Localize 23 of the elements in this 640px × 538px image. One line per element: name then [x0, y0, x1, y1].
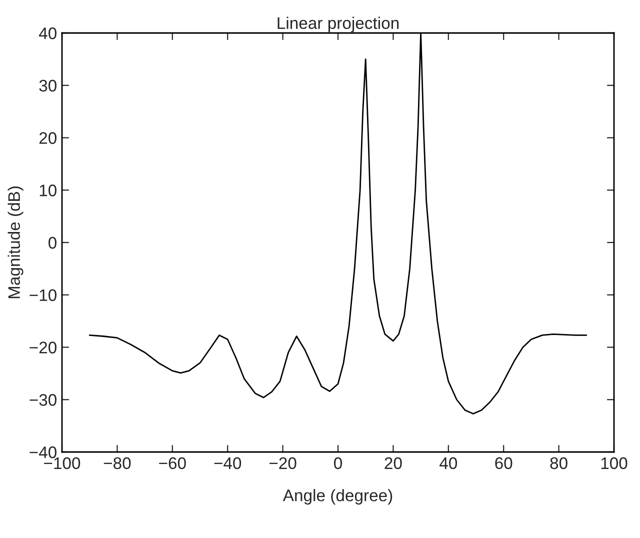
chart-title: Linear projection: [278, 16, 399, 32]
x-tick-label: 0: [334, 457, 342, 470]
y-tick-label: 30: [39, 80, 56, 92]
y-tick-label: −40: [30, 446, 56, 458]
x-tick-label: 40: [440, 457, 458, 470]
y-tick-label: 10: [40, 184, 56, 196]
x-tick-label: −40: [214, 457, 242, 470]
x-tick-label: −100: [44, 457, 80, 470]
y-axis-title: Magnitude (dB): [8, 186, 24, 298]
x-tick-label: 20: [384, 457, 402, 470]
x-tick-label: −60: [159, 457, 186, 470]
x-axis-title: Angle (degree): [282, 489, 392, 505]
y-tick-label: −20: [30, 342, 56, 354]
x-tick-label: 80: [550, 457, 568, 470]
y-tick-label: 0: [48, 236, 56, 249]
x-tick-label: 100: [601, 457, 628, 470]
x-tick-label: 60: [495, 457, 512, 470]
y-tick-label: 40: [38, 27, 56, 40]
x-tick-label: −20: [269, 457, 296, 470]
y-tick-label: −30: [30, 394, 56, 406]
y-tick-label: 20: [39, 132, 56, 144]
x-tick-label: −80: [104, 457, 131, 470]
y-tick-label: −10: [30, 289, 56, 302]
